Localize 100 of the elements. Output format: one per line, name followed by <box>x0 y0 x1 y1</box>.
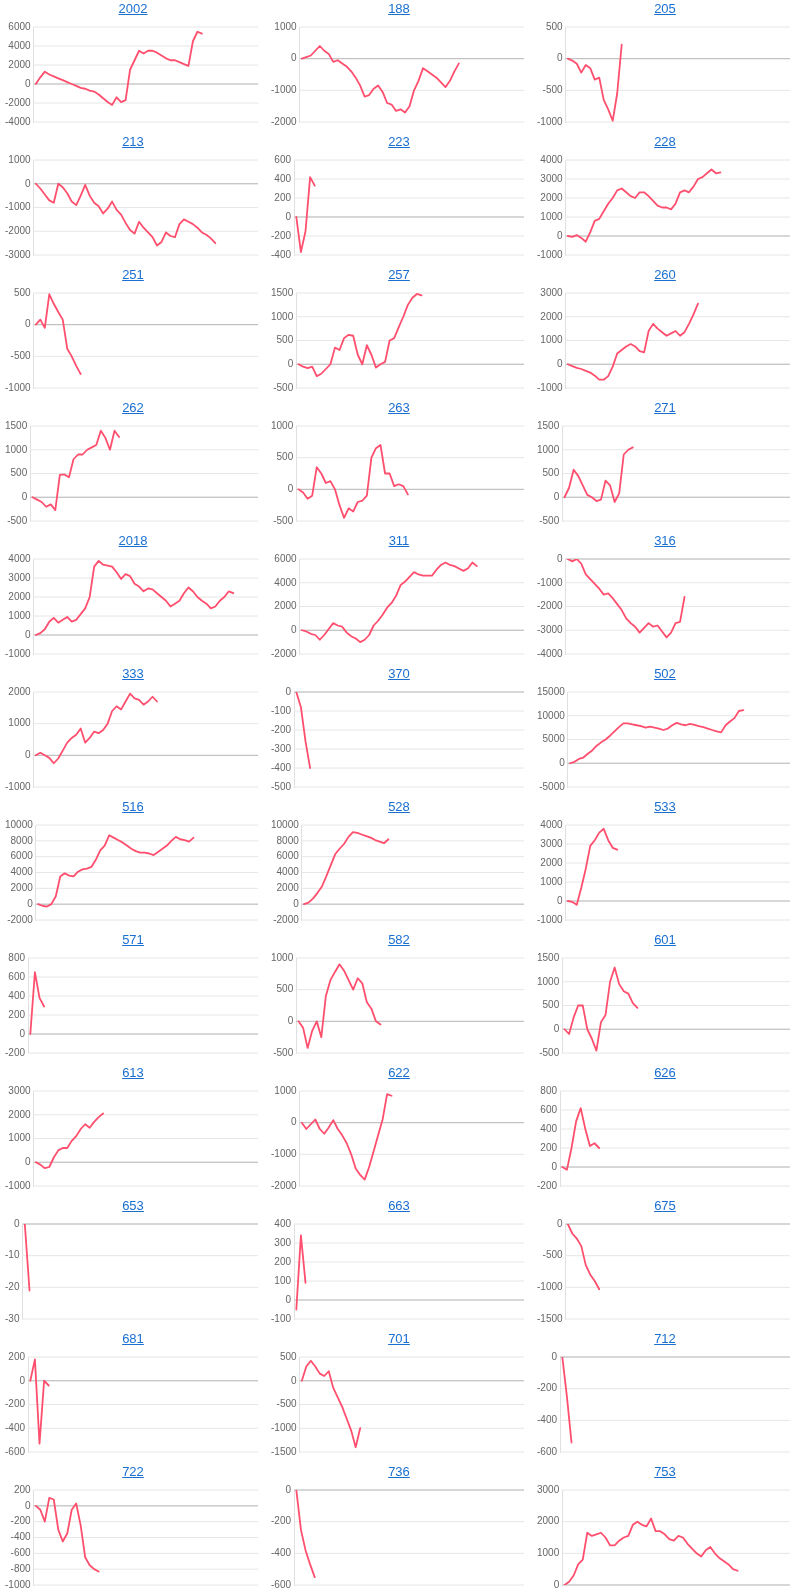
y-tick-label: -200 <box>537 1382 558 1394</box>
chart-title: 753 <box>654 1463 676 1481</box>
y-tick-label: -500 <box>7 514 28 526</box>
y-tick-label: 0 <box>551 1160 558 1172</box>
chart-title: 223 <box>388 133 410 151</box>
y-tick-label: 500 <box>545 20 564 32</box>
chart-title: 188 <box>388 0 410 18</box>
y-tick-label: -600 <box>5 1445 26 1457</box>
y-tick-label: 0 <box>291 624 298 635</box>
y-tick-label: 6000 <box>274 552 298 564</box>
y-tick-label: 4000 <box>540 818 564 830</box>
y-tick-label: 1000 <box>274 20 298 32</box>
y-tick-label: 4000 <box>10 866 34 878</box>
y-tick-label: 3000 <box>8 571 32 583</box>
y-tick-label: 500 <box>279 1350 298 1362</box>
y-tick-label: 0 <box>19 1374 26 1386</box>
y-tick-label: -1000 <box>271 1148 298 1160</box>
chart-title: 205 <box>654 0 676 18</box>
chart-title: 736 <box>388 1463 410 1481</box>
y-tick-label: 200 <box>540 1141 558 1153</box>
y-tick-label: 0 <box>25 77 32 89</box>
chart-title: 2002 <box>118 0 148 18</box>
y-tick-label: -100 <box>271 704 292 716</box>
y-tick-label: -1500 <box>537 1312 564 1324</box>
chart-title: 701 <box>388 1330 410 1348</box>
y-tick-label: -1500 <box>271 1445 298 1457</box>
y-tick-label: 800 <box>540 1084 558 1096</box>
y-tick-label: 500 <box>276 983 294 995</box>
y-tick-label: -400 <box>10 1531 32 1543</box>
y-tick-label: -2000 <box>271 115 298 127</box>
y-tick-label: 0 <box>285 1483 292 1495</box>
y-tick-label: -500 <box>539 1046 560 1058</box>
y-tick-label: 500 <box>542 999 560 1011</box>
y-tick-label: 400 <box>274 1217 292 1229</box>
y-tick-label: 0 <box>553 1578 560 1590</box>
y-tick-label: -600 <box>537 1445 558 1457</box>
y-tick-label: -5000 <box>539 780 566 792</box>
y-tick-label: 1000 <box>537 1547 560 1559</box>
y-tick-label: 1500 <box>537 419 560 431</box>
y-tick-label: 2000 <box>8 58 32 70</box>
chart-title: 712 <box>654 1330 676 1348</box>
chart-title: 502 <box>654 665 676 683</box>
y-tick-label: 0 <box>559 757 566 768</box>
y-tick-label: -1000 <box>5 780 32 792</box>
y-tick-label: -500 <box>273 514 294 526</box>
y-tick-label: 8000 <box>276 834 300 846</box>
y-tick-label: 2000 <box>540 191 564 203</box>
chart-title: 722 <box>122 1463 144 1481</box>
chart-title: 601 <box>654 931 676 949</box>
y-tick-label: 1000 <box>540 875 564 887</box>
y-tick-label: 0 <box>291 52 298 64</box>
y-tick-label: 1000 <box>537 975 560 987</box>
y-tick-label: -600 <box>10 1547 32 1559</box>
y-tick-label: 0 <box>551 1350 558 1362</box>
y-tick-label: -2000 <box>271 647 298 659</box>
y-tick-label: 2000 <box>8 1108 32 1120</box>
y-tick-label: 0 <box>287 1015 294 1027</box>
chart-title: 271 <box>654 399 676 417</box>
chart-title: 571 <box>122 931 144 949</box>
chart-title: 260 <box>654 266 676 284</box>
y-tick-label: 1000 <box>540 334 564 346</box>
chart-title: 528 <box>388 798 410 816</box>
y-tick-label: 8000 <box>10 834 34 846</box>
y-tick-label: 400 <box>8 989 26 1001</box>
y-tick-label: 400 <box>274 172 292 184</box>
y-tick-label: -2000 <box>5 225 32 236</box>
y-tick-label: 0 <box>25 628 32 640</box>
y-tick-label: 0 <box>285 685 292 697</box>
y-tick-label: 600 <box>8 970 26 982</box>
y-tick-label: 0 <box>557 358 564 369</box>
y-tick-label: 1000 <box>8 153 32 165</box>
y-tick-label: -1000 <box>537 248 564 260</box>
chart-title: 653 <box>122 1197 144 1215</box>
y-tick-label: 200 <box>13 1483 32 1495</box>
chart-title: 516 <box>122 798 144 816</box>
y-tick-label: -500 <box>539 514 560 526</box>
y-tick-label: 1000 <box>271 951 294 963</box>
y-tick-label: -400 <box>271 1547 292 1559</box>
y-tick-label: -500 <box>273 1046 294 1058</box>
y-tick-label: 0 <box>21 491 28 502</box>
y-tick-label: -1000 <box>537 913 564 925</box>
chart-title: 622 <box>388 1064 410 1082</box>
y-tick-label: -500 <box>542 1249 564 1261</box>
y-tick-label: -500 <box>271 780 292 792</box>
y-tick-label: -4000 <box>5 115 32 127</box>
chart-title: 228 <box>654 133 676 151</box>
y-tick-label: 1500 <box>537 951 560 963</box>
y-tick-label: 0 <box>557 52 564 64</box>
y-tick-label: -200 <box>271 723 292 735</box>
y-tick-label: -200 <box>5 1046 26 1058</box>
y-tick-label: 0 <box>287 483 294 495</box>
y-tick-label: 0 <box>291 1374 298 1386</box>
y-tick-label: 2000 <box>274 600 298 612</box>
y-tick-label: 1000 <box>8 1132 32 1144</box>
y-tick-label: -2000 <box>271 1179 298 1191</box>
chart-title: 316 <box>654 532 676 550</box>
y-tick-label: 0 <box>13 1217 20 1229</box>
chart-title: 370 <box>388 665 410 683</box>
y-tick-label: 0 <box>25 749 32 761</box>
y-tick-label: -1000 <box>5 381 32 393</box>
